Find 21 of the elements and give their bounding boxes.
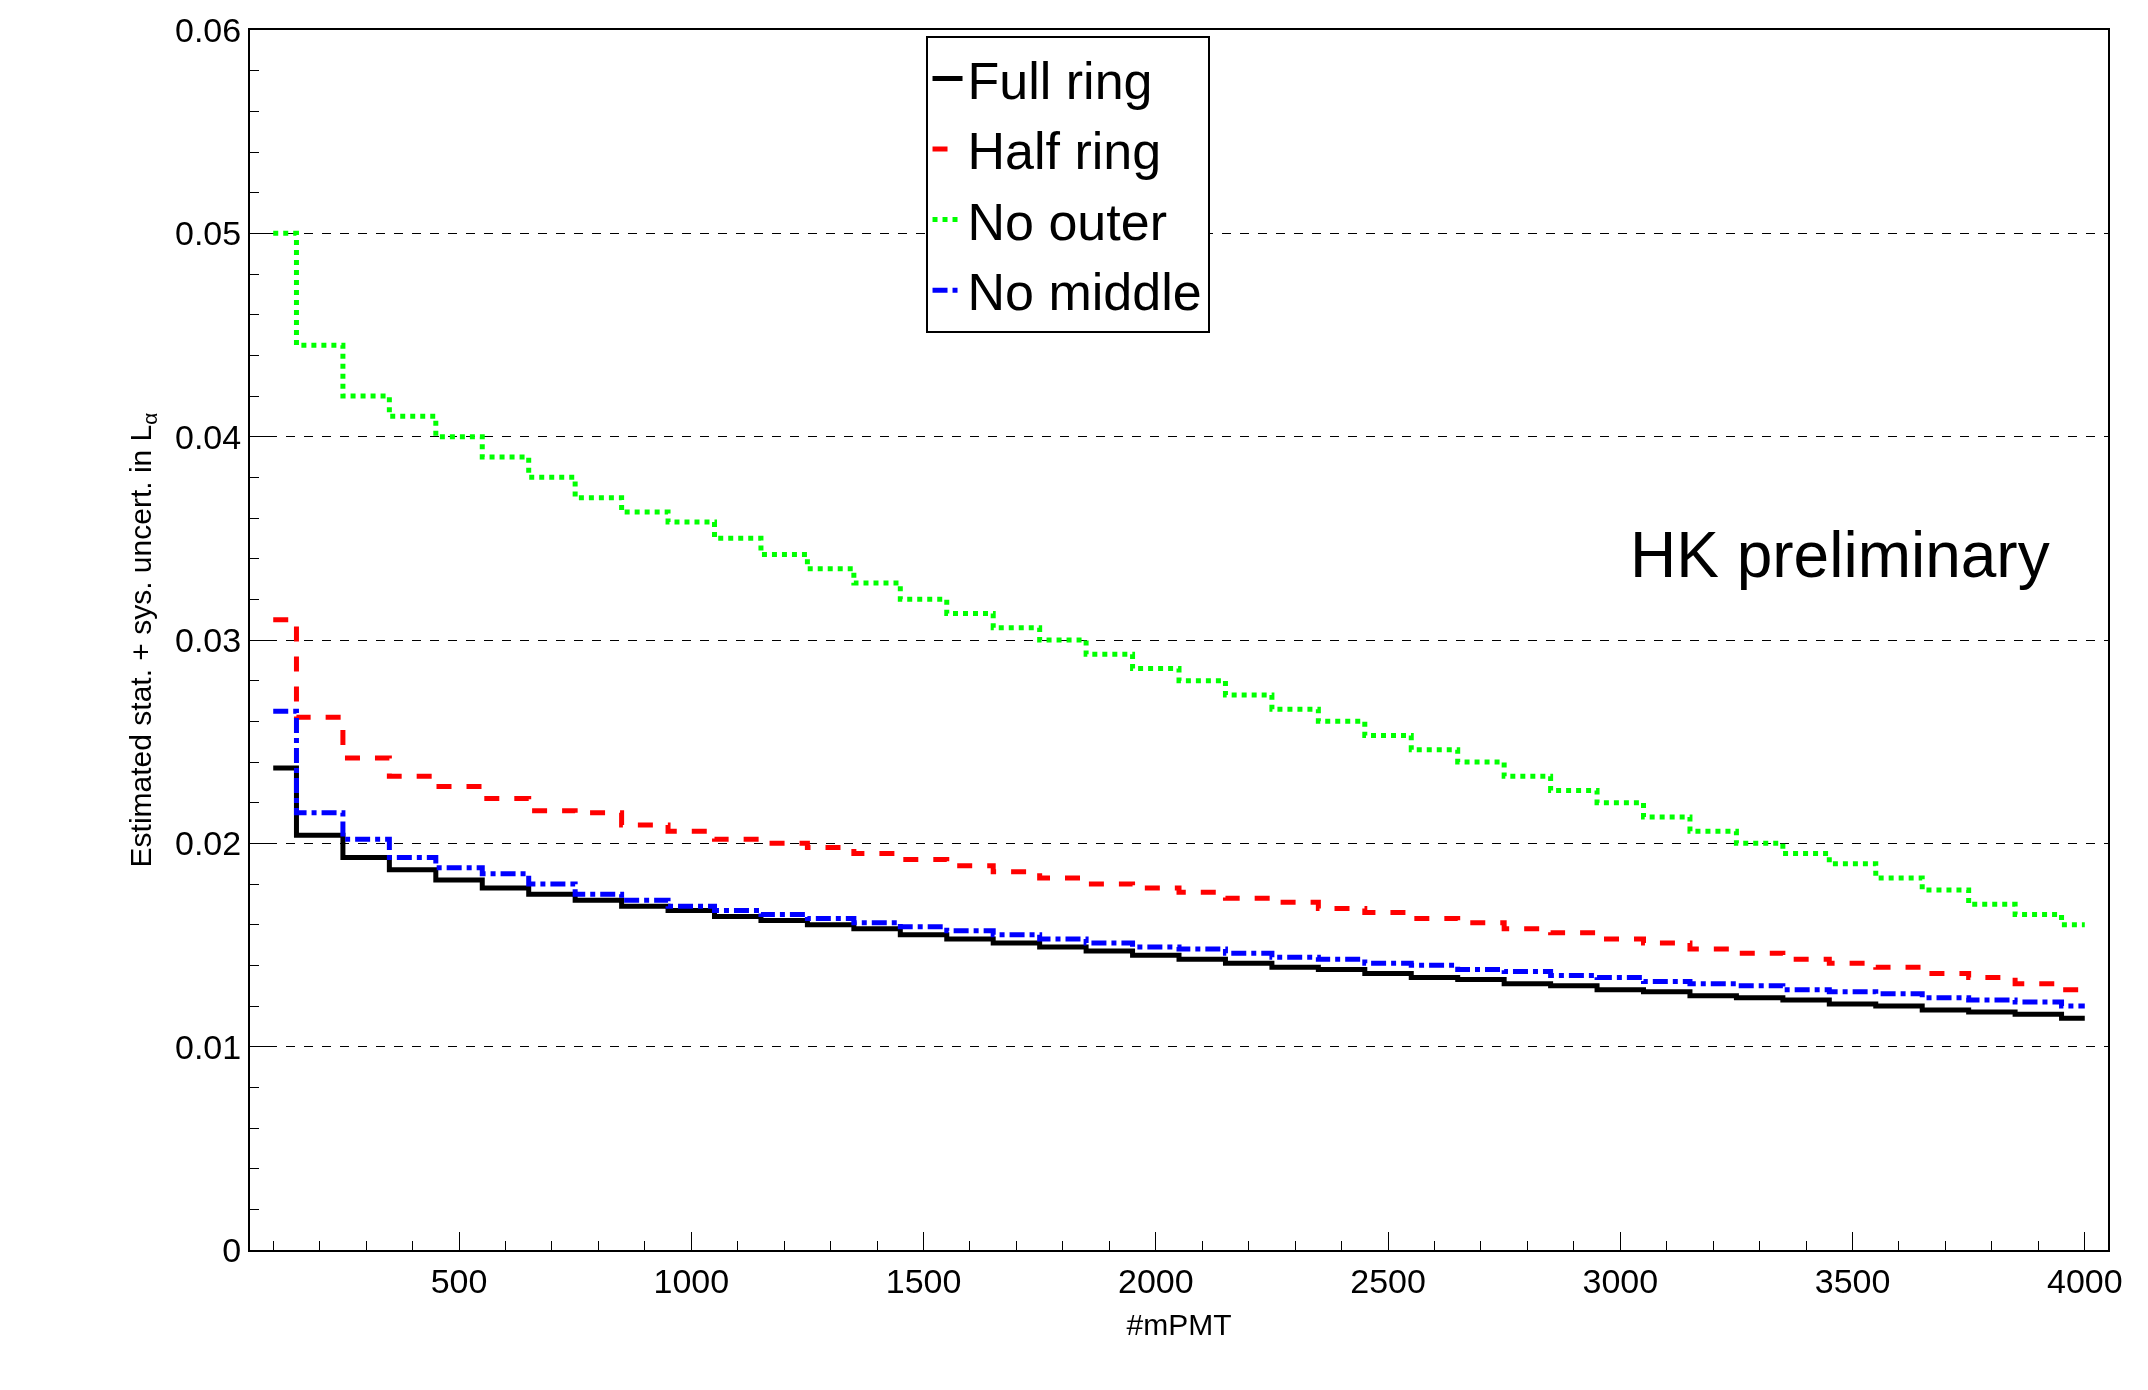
x-tick-label: 1500 <box>885 1261 962 1300</box>
y-tick-label: 0.06 <box>175 10 242 49</box>
x-tick-label: 4000 <box>2046 1261 2123 1300</box>
y-tick-label: 0.03 <box>175 620 242 659</box>
x-tick-label: 2000 <box>1117 1261 1194 1300</box>
y-tick-label: 0.02 <box>175 824 242 863</box>
x-tick-label: 3500 <box>1814 1261 1891 1300</box>
y-tick-label: 0.05 <box>175 214 242 253</box>
annotation: HK preliminary <box>1630 519 2050 591</box>
legend-label: Full ring <box>967 51 1153 110</box>
y-tick-label: 0 <box>222 1230 242 1269</box>
legend-label: Half ring <box>967 122 1162 181</box>
x-tick-label: 3000 <box>1582 1261 1659 1300</box>
legend-label: No middle <box>967 263 1202 322</box>
x-tick-label: 500 <box>430 1261 488 1300</box>
y-tick-label: 0.04 <box>175 417 242 456</box>
y-tick-label: 0.01 <box>175 1027 242 1066</box>
legend-label: No outer <box>967 192 1167 251</box>
x-axis-title: #mPMT <box>1126 1307 1232 1341</box>
x-tick-label: 2500 <box>1350 1261 1426 1300</box>
x-tick-label: 1000 <box>653 1261 730 1300</box>
